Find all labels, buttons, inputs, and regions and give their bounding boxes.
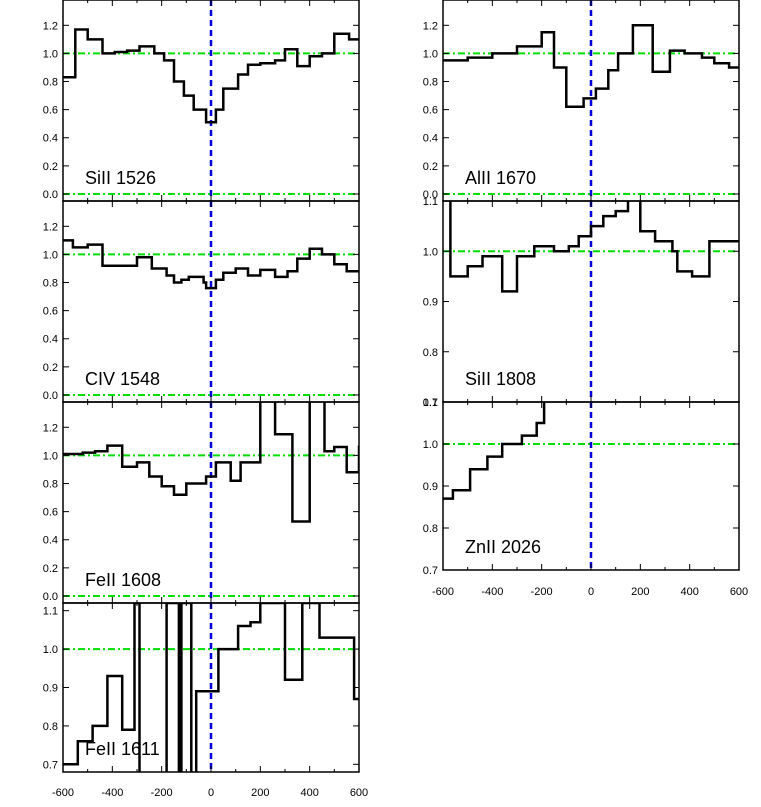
ytick-label: 1.0 bbox=[43, 644, 58, 656]
panel-5: 0.7 0.8 0.9 1.0 1.1 SiII 1808 bbox=[423, 196, 740, 409]
ytick-label: 0.4 bbox=[43, 535, 58, 547]
x-axis-right: -600 -400 -200 0 200 400 600 bbox=[432, 586, 748, 598]
xtick-label: 0 bbox=[208, 787, 214, 799]
spectrum-histogram bbox=[443, 402, 546, 500]
ion-label: SiII 1808 bbox=[465, 369, 536, 389]
panel-1: 0.0 0.2 0.4 0.6 0.8 1.0 1.2 CIV 1548 bbox=[43, 200, 360, 403]
xtick-label: 400 bbox=[300, 787, 318, 799]
panel-2: 0.0 0.2 0.4 0.6 0.8 1.0 1.2 FeII 1608 bbox=[43, 401, 360, 604]
ytick-label: 1.0 bbox=[43, 450, 58, 462]
ytick-label: 0.8 bbox=[423, 347, 438, 359]
plot-area bbox=[443, 0, 739, 201]
ytick-label: 0.9 bbox=[43, 683, 58, 695]
ytick-label: 1.1 bbox=[423, 397, 438, 409]
xtick-label: -200 bbox=[151, 787, 173, 799]
xtick-label: 600 bbox=[350, 787, 368, 799]
spectrum-histogram bbox=[63, 239, 359, 290]
right-column-panels: 0.0 0.2 0.4 0.6 0.8 1.0 1.2 AlII 1670 0.7 0.8 0.9 1… bbox=[423, 0, 740, 577]
ytick-label: 1.2 bbox=[43, 221, 58, 233]
ytick-label: 1.0 bbox=[43, 249, 58, 261]
panel-6: 0.7 0.8 0.9 1.0 1.1 ZnII 2026 bbox=[423, 397, 740, 577]
xtick-label: 600 bbox=[730, 586, 748, 598]
ytick-label: 0.7 bbox=[43, 759, 58, 771]
ytick-label: 0.9 bbox=[423, 481, 438, 493]
ytick-label: 0.4 bbox=[43, 133, 58, 145]
spectrum-histogram bbox=[443, 24, 739, 109]
ytick-label: 0.6 bbox=[43, 507, 58, 519]
ytick-label: 0.0 bbox=[43, 390, 58, 402]
xtick-label: -600 bbox=[52, 787, 74, 799]
spectrum-histogram bbox=[63, 603, 359, 772]
ion-label: AlII 1670 bbox=[465, 168, 536, 188]
ytick-label: 0.0 bbox=[43, 591, 58, 603]
xtick-label: 200 bbox=[631, 586, 649, 598]
ytick-label: 0.8 bbox=[43, 479, 58, 491]
ytick-label: 0.6 bbox=[43, 105, 58, 117]
ytick-label: 0.2 bbox=[43, 362, 58, 374]
ytick-label: 0.7 bbox=[423, 397, 438, 409]
x-axis-labels: -600 -400 -200 0 200 400 600 -600 -400 -200 0 200 40… bbox=[52, 586, 748, 799]
ytick-label: 0.8 bbox=[43, 278, 58, 290]
xtick-label: 0 bbox=[588, 586, 594, 598]
xtick-label: 400 bbox=[680, 586, 698, 598]
xtick-label: -400 bbox=[101, 787, 123, 799]
panel-4: 0.0 0.2 0.4 0.6 0.8 1.0 1.2 AlII 1670 bbox=[423, 0, 740, 202]
ion-label: CIV 1548 bbox=[85, 369, 160, 389]
panel-3: 0.7 0.8 0.9 1.0 1.1 FeII 1611 bbox=[43, 602, 360, 773]
ytick-label: 0.4 bbox=[423, 133, 438, 145]
ion-label: FeII 1608 bbox=[85, 570, 161, 590]
ytick-label: 1.1 bbox=[43, 606, 58, 618]
xtick-label: -200 bbox=[531, 586, 553, 598]
plot-area bbox=[443, 402, 739, 570]
ytick-label: 0.8 bbox=[43, 721, 58, 733]
plot-area bbox=[63, 201, 359, 402]
xtick-label: -600 bbox=[432, 586, 454, 598]
ytick-label: 0.2 bbox=[43, 161, 58, 173]
xtick-label: 200 bbox=[251, 787, 269, 799]
plot-area bbox=[443, 201, 739, 402]
ytick-label: 0.0 bbox=[423, 189, 438, 201]
ytick-label: 1.2 bbox=[423, 20, 438, 32]
plot-area bbox=[63, 402, 359, 603]
panel-0: 0.0 0.2 0.4 0.6 0.8 1.0 1.2 SiII 1526 bbox=[43, 0, 360, 202]
spectrum-histogram bbox=[449, 201, 739, 293]
ytick-label: 0.6 bbox=[423, 105, 438, 117]
ytick-label: 0.8 bbox=[423, 77, 438, 89]
spectrum-histogram bbox=[63, 402, 359, 523]
plot-area bbox=[63, 603, 359, 772]
x-axis-left: -600 -400 -200 0 200 400 600 bbox=[52, 787, 368, 799]
spectrum-histogram bbox=[63, 28, 359, 124]
ytick-label: 0.4 bbox=[43, 334, 58, 346]
ytick-label: 1.0 bbox=[423, 246, 438, 258]
xtick-label: -400 bbox=[481, 586, 503, 598]
ytick-label: 0.8 bbox=[423, 523, 438, 535]
ytick-label: 1.0 bbox=[423, 439, 438, 451]
ion-label: SiII 1526 bbox=[85, 168, 156, 188]
ytick-label: 0.7 bbox=[423, 565, 438, 577]
ytick-label: 0.9 bbox=[423, 297, 438, 309]
ytick-label: 0.2 bbox=[423, 161, 438, 173]
ion-label: FeII 1611 bbox=[85, 739, 160, 759]
ytick-label: 1.2 bbox=[43, 422, 58, 434]
ion-label: ZnII 2026 bbox=[465, 537, 541, 557]
ytick-label: 1.0 bbox=[423, 48, 438, 60]
ytick-label: 1.2 bbox=[43, 20, 58, 32]
ytick-label: 1.1 bbox=[423, 196, 438, 208]
ytick-label: 0.6 bbox=[43, 306, 58, 318]
plot-area bbox=[63, 0, 359, 201]
ytick-label: 0.2 bbox=[43, 563, 58, 575]
ytick-label: 1.0 bbox=[43, 48, 58, 60]
ytick-label: 0.0 bbox=[43, 189, 58, 201]
ytick-label: 0.8 bbox=[43, 77, 58, 89]
